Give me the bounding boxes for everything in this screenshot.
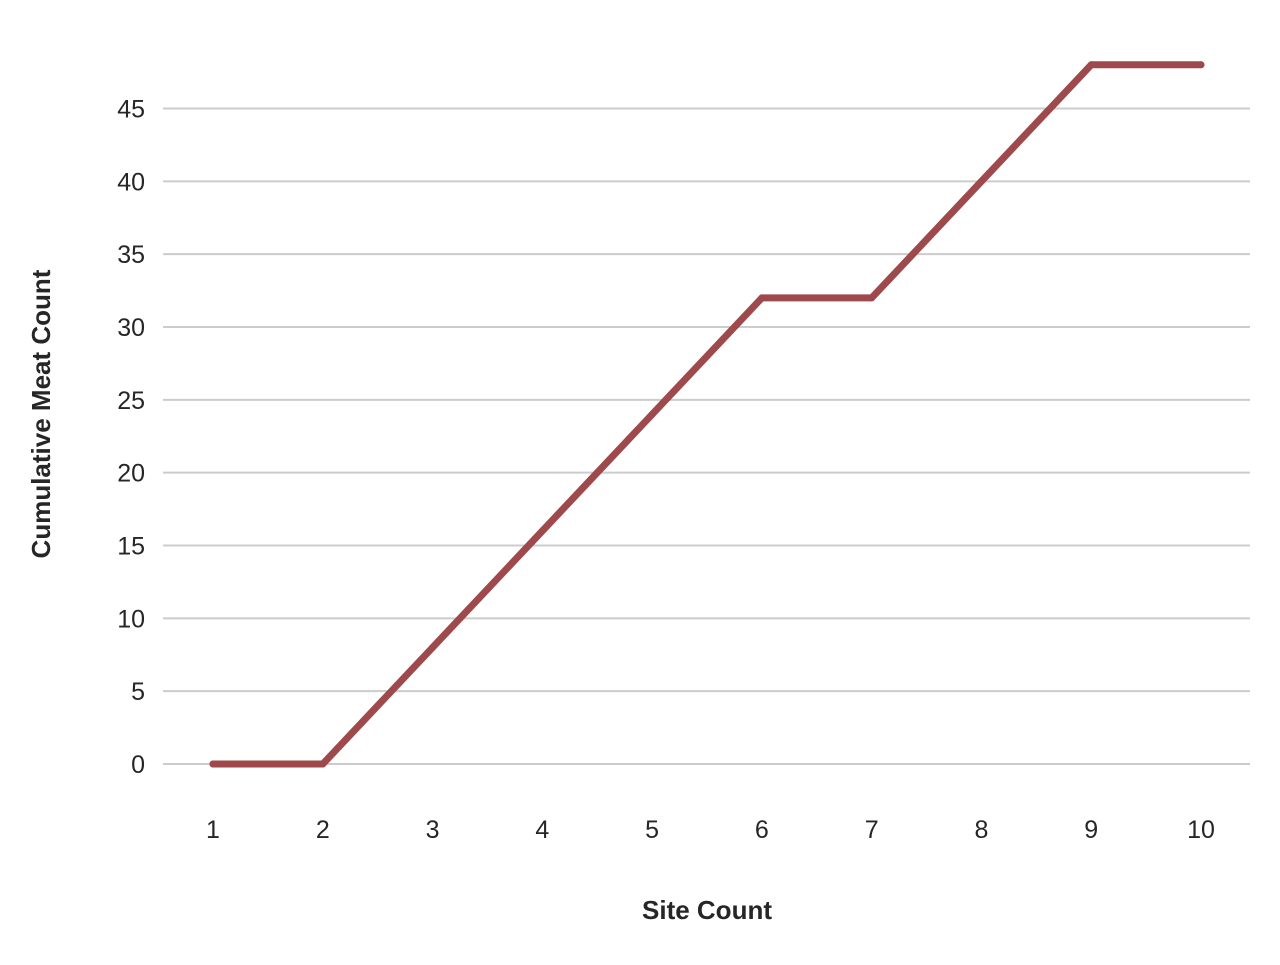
y-tick-label-45: 45 [117, 96, 145, 124]
x-tick-label-5: 5 [645, 816, 659, 844]
data-point-6 [758, 294, 766, 302]
y-tick-label-30: 30 [117, 314, 145, 342]
x-tick-label-8: 8 [974, 816, 988, 844]
y-tick-label-10: 10 [117, 605, 145, 633]
y-tick-label-40: 40 [117, 168, 145, 196]
gridlines [163, 107, 1250, 765]
series-line-0 [209, 61, 1205, 768]
x-axis-title: Site Count [642, 895, 772, 925]
x-tick-label-6: 6 [755, 816, 769, 844]
data-point-4 [538, 527, 546, 535]
y-tick-label-35: 35 [117, 241, 145, 269]
x-tick-label-9: 9 [1084, 816, 1098, 844]
series-layer [209, 61, 1205, 768]
x-tick-label-3: 3 [426, 816, 440, 844]
y-tick-labels: 0 5 10 15 20 25 30 35 40 45 [117, 96, 145, 780]
y-tick-label-20: 20 [117, 460, 145, 488]
x-tick-label-4: 4 [535, 816, 549, 844]
y-tick-label-0: 0 [131, 751, 145, 779]
x-tick-label-2: 2 [316, 816, 330, 844]
y-axis-title: Cumulative Meat Count [26, 269, 56, 558]
data-point-5 [648, 410, 656, 418]
data-point-10 [1197, 61, 1205, 69]
data-point-1 [209, 760, 217, 768]
x-tick-label-10: 10 [1187, 816, 1215, 844]
y-tick-label-25: 25 [117, 387, 145, 415]
data-point-7 [868, 294, 876, 302]
data-point-2 [319, 760, 327, 768]
y-tick-label-5: 5 [131, 678, 145, 706]
y-tick-label-15: 15 [117, 533, 145, 561]
data-point-9 [1087, 61, 1095, 69]
x-tick-labels: 1 2 3 4 5 6 7 8 9 10 [206, 816, 1215, 844]
x-tick-label-1: 1 [206, 816, 220, 844]
data-point-8 [977, 177, 985, 185]
x-tick-label-7: 7 [865, 816, 879, 844]
data-point-3 [429, 643, 437, 651]
